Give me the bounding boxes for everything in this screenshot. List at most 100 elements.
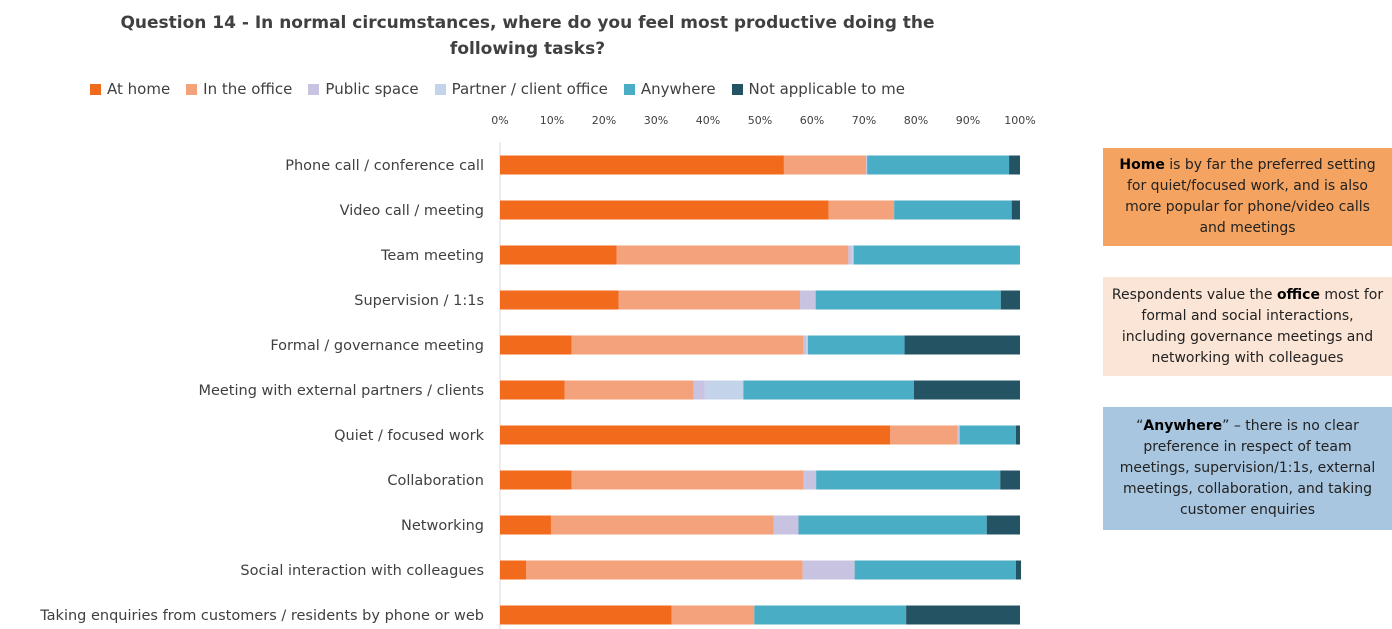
bar-segment-in-the-office <box>526 560 803 580</box>
x-tick-label: 10% <box>540 114 564 127</box>
bar-segment-anywhere <box>815 290 1001 310</box>
bar-segment-partner-client-office <box>806 335 808 355</box>
bar-segment-at-home <box>500 470 572 490</box>
bar-segment-anywhere <box>853 245 1020 265</box>
legend-swatch-not-applicable <box>731 83 743 95</box>
x-tick-label: 30% <box>644 114 668 127</box>
bar-segment-at-home <box>500 380 565 400</box>
legend-swatch-at-home <box>90 83 101 95</box>
x-tick-label: 60% <box>800 114 824 127</box>
bar-segment-at-home <box>500 290 619 310</box>
bar-segment-not-applicable-to-me <box>1000 470 1020 490</box>
note-home-body: is by far the preferred setting for quie… <box>1125 157 1376 236</box>
legend-swatch-anywhere <box>623 83 635 95</box>
legend-item-partner-client-office: Partner / client office <box>434 80 608 98</box>
legend-swatch-partner-client-office <box>434 83 446 95</box>
note-home-bold: Home <box>1119 157 1165 173</box>
bar-segment-at-home <box>500 155 784 175</box>
bar-segment-anywhere <box>867 155 1010 175</box>
bar-segment-not-applicable-to-me <box>1000 290 1020 310</box>
x-tick-label: 50% <box>748 114 772 127</box>
legend-label-partner-client-office: Partner / client office <box>451 80 608 98</box>
bar-segment-public-space <box>802 560 855 580</box>
bar-segment-in-the-office <box>571 335 804 355</box>
bar-segment-at-home <box>500 245 617 265</box>
x-tick-label: 90% <box>956 114 980 127</box>
legend-label-anywhere: Anywhere <box>640 80 716 98</box>
bar-segment-at-home <box>500 200 829 220</box>
chart-legend: At home In the office Public space Partn… <box>90 78 921 100</box>
bar-segment-at-home <box>500 515 551 535</box>
x-tick-label: 20% <box>592 114 616 127</box>
bar-segment-not-applicable-to-me <box>1015 560 1022 580</box>
category-label: Phone call / conference call <box>285 158 484 174</box>
legend-item-in-the-office: In the office <box>186 80 292 98</box>
bar-segment-at-home <box>500 335 572 355</box>
legend-item-not-applicable: Not applicable to me <box>731 80 905 98</box>
bar-segment-in-the-office <box>550 515 774 535</box>
legend-item-anywhere: Anywhere <box>623 80 716 98</box>
bar-segment-public-space <box>800 290 816 310</box>
bar-segment-public-space <box>693 380 705 400</box>
bar-segment-in-the-office <box>564 380 694 400</box>
bar-segment-at-home <box>500 560 526 580</box>
category-label: Taking enquiries from customers / reside… <box>39 608 484 624</box>
note-office-pre: Respondents value the <box>1111 286 1277 303</box>
x-tick-label: 0% <box>491 114 508 127</box>
category-label: Social interaction with colleagues <box>240 563 484 579</box>
bar-segment-not-applicable-to-me <box>986 515 1020 535</box>
bar-segment-not-applicable-to-me <box>906 605 1020 625</box>
bar-segment-anywhere <box>807 335 905 355</box>
bar-segment-public-space <box>773 515 799 535</box>
legend-label-public-space: Public space <box>325 80 419 98</box>
bar-segment-partner-client-office <box>851 245 854 265</box>
bar-segment-not-applicable-to-me <box>1011 200 1020 220</box>
bar-segment-at-home <box>500 605 672 625</box>
note-home: Home is by far the preferred setting for… <box>1103 148 1392 246</box>
bar-segment-public-space <box>803 335 807 355</box>
category-label: Video call / meeting <box>340 203 484 219</box>
bar-segment-anywhere <box>816 470 1001 490</box>
category-label: Meeting with external partners / clients <box>198 383 484 399</box>
note-anywhere-body: ” – there is no clear preference in resp… <box>1119 418 1376 518</box>
bar-segment-not-applicable-to-me <box>904 335 1020 355</box>
category-label: Team meeting <box>380 248 484 264</box>
legend-swatch-public-space <box>308 83 320 95</box>
bar-segment-anywhere <box>743 380 914 400</box>
note-office: Respondents value the office most for fo… <box>1103 277 1392 376</box>
bar-segment-public-space <box>803 470 817 490</box>
bar-segment-in-the-office <box>828 200 895 220</box>
bar-segment-anywhere <box>894 200 1012 220</box>
bar-segment-at-home <box>500 425 890 445</box>
legend-label-not-applicable: Not applicable to me <box>748 80 905 98</box>
note-office-body: most for formal and social interactions,… <box>1121 286 1384 366</box>
bar-segment-public-space <box>848 245 852 265</box>
category-label: Formal / governance meeting <box>270 338 484 354</box>
bar-segment-in-the-office <box>616 245 849 265</box>
legend-label-at-home: At home <box>107 80 171 98</box>
bar-segment-anywhere <box>959 425 1016 445</box>
x-tick-label: 40% <box>696 114 720 127</box>
bar-segment-in-the-office <box>783 155 867 175</box>
legend-label-in-the-office: In the office <box>203 80 293 98</box>
bar-segment-in-the-office <box>890 425 958 445</box>
note-office-text: Respondents value the office most for fo… <box>1111 285 1384 369</box>
note-anywhere-text: “Anywhere” – there is no clear preferenc… <box>1111 416 1384 521</box>
note-home-text: Home is by far the preferred setting for… <box>1111 155 1384 239</box>
category-label: Collaboration <box>387 473 484 489</box>
note-anywhere-bold: Anywhere <box>1143 418 1223 434</box>
bar-segment-anywhere <box>854 560 1016 580</box>
note-anywhere-pre: “ <box>1136 418 1144 434</box>
note-anywhere: “Anywhere” – there is no clear preferenc… <box>1103 407 1392 530</box>
note-office-bold: office <box>1276 286 1320 303</box>
x-tick-label: 100% <box>1004 114 1035 127</box>
bar-segment-in-the-office <box>571 470 804 490</box>
bar-segment-not-applicable-to-me <box>1009 155 1020 175</box>
x-tick-label: 80% <box>904 114 928 127</box>
x-tick-label: 70% <box>852 114 876 127</box>
chart-title: Question 14 - In normal circumstances, w… <box>120 13 935 59</box>
legend-item-at-home: At home <box>90 80 170 98</box>
category-label: Quiet / focused work <box>334 428 484 444</box>
bar-segment-public-space <box>866 155 868 175</box>
bar-segment-partner-client-office <box>704 380 744 400</box>
